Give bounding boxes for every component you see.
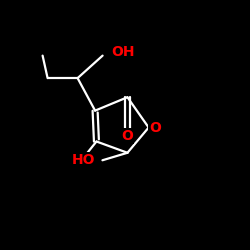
Text: O: O	[149, 120, 161, 134]
Text: O: O	[122, 129, 134, 143]
Text: OH: OH	[111, 45, 135, 59]
Text: HO: HO	[72, 153, 95, 167]
